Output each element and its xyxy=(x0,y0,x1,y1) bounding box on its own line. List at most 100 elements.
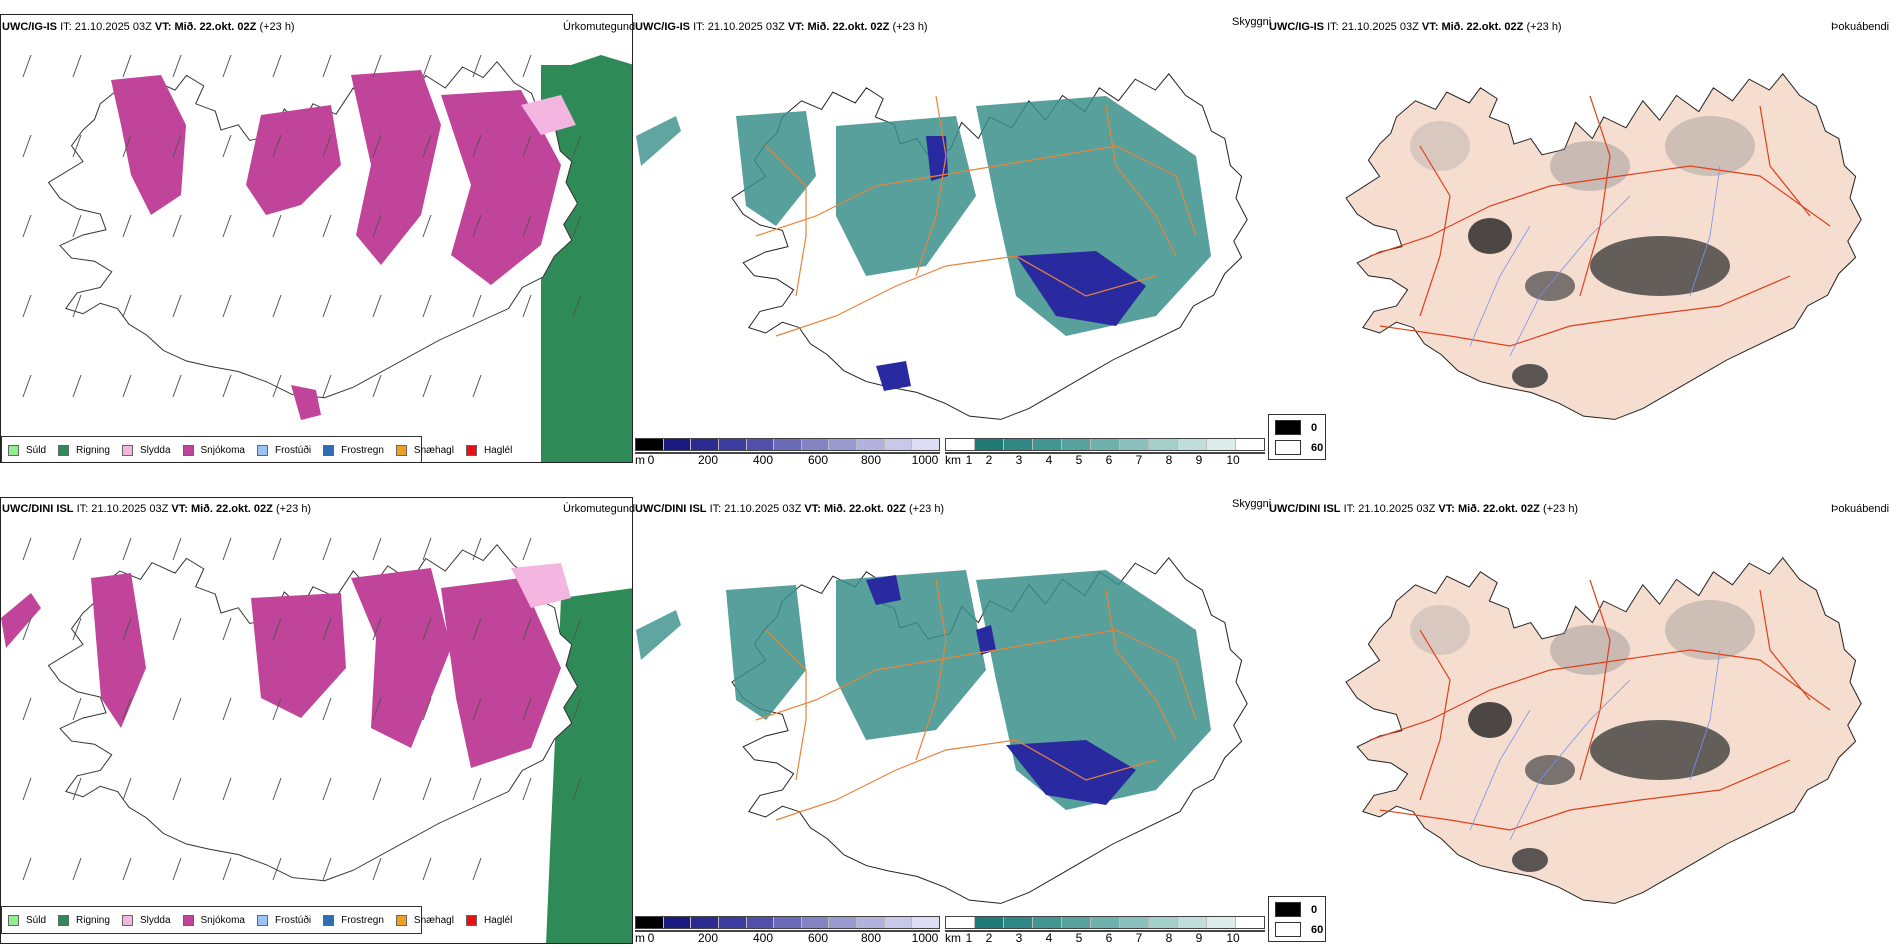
colorbar-cell xyxy=(663,439,692,450)
legend-swatch xyxy=(323,914,335,926)
colorbar-cell xyxy=(1033,917,1062,928)
colorbar-cell xyxy=(746,917,775,928)
precip-legend-top: Súld Rigning Slydda Snjókoma Frostúði Fr… xyxy=(1,436,512,462)
legend-swatch xyxy=(121,914,133,926)
colorbar-tick: 200 xyxy=(697,931,719,945)
colorbar-cell xyxy=(801,917,830,928)
colorbar-tick: 3 xyxy=(1015,453,1023,467)
panel-header-top-1: UWC/IG-IS IT: 21.10.2025 03Z VT: Mið. 22… xyxy=(2,21,295,33)
colorbar-tick: 0 xyxy=(647,931,655,945)
colorbar-cells xyxy=(635,438,940,451)
colorbar-cell xyxy=(912,439,940,450)
colorbar-cell xyxy=(1062,917,1091,928)
colorbar-cell xyxy=(975,439,1004,450)
colorbar-cell xyxy=(1091,439,1120,450)
legend-swatch xyxy=(256,444,268,456)
visibility-m-colorbar-bottom: m 0 200 400 600 800 1000 xyxy=(635,916,940,946)
legend-item: Frostregn xyxy=(323,914,384,926)
colorbar-cell xyxy=(1004,439,1033,450)
legend-swatch xyxy=(256,914,268,926)
colorbar-cell xyxy=(1062,439,1091,450)
colorbar-tick: 8 xyxy=(1165,931,1173,945)
colorbar-cell xyxy=(912,917,940,928)
precip-type-title-bottom: Úrkomutegund xyxy=(563,503,636,515)
legend-swatch xyxy=(182,914,194,926)
colorbar-cell xyxy=(691,917,719,928)
fog-legend-item: 0 xyxy=(1275,902,1317,917)
legend-item: Rigning xyxy=(58,914,110,926)
legend-item: Rigning xyxy=(58,444,110,456)
colorbar-cell xyxy=(975,917,1004,928)
colorbar-cell xyxy=(1120,439,1149,450)
legend-item: Súld xyxy=(8,914,46,926)
colorbar-tick: 10 xyxy=(1226,453,1240,467)
panel-header-bottom-3: UWC/DINI ISL IT: 21.10.2025 03Z VT: Mið.… xyxy=(1269,503,1579,515)
legend-swatch xyxy=(58,914,70,926)
colorbar-cell xyxy=(1120,917,1149,928)
colorbar-tick: 8 xyxy=(1165,453,1173,467)
legend-item: Snæhagl xyxy=(395,914,454,926)
colorbar-cell xyxy=(774,439,802,450)
legend-swatch xyxy=(465,444,477,456)
colorbar-tick: 6 xyxy=(1105,453,1113,467)
legend-item: Frostregn xyxy=(323,444,384,456)
colorbar-cell xyxy=(663,917,692,928)
colorbar-cell xyxy=(857,917,885,928)
legend-swatch xyxy=(58,444,70,456)
legend-item: Snjókoma xyxy=(182,444,245,456)
visibility-km-colorbar-top: km 1 2 3 4 5 6 7 8 9 10 xyxy=(945,438,1265,468)
colorbar-cells xyxy=(945,438,1265,451)
fog-map-bottom xyxy=(1345,557,1862,904)
colorbar-cell xyxy=(1178,439,1207,450)
colorbar-cell xyxy=(1149,439,1178,450)
fog-swatch-black xyxy=(1275,420,1301,435)
colorbar-tick: 4 xyxy=(1045,931,1053,945)
colorbar-cell xyxy=(884,917,913,928)
fog-legend-item: 60 xyxy=(1275,922,1323,937)
fog-swatch-black xyxy=(1275,902,1301,917)
legend-item: Frostúði xyxy=(256,914,311,926)
colorbar-cells xyxy=(635,916,940,929)
colorbar-tick: 7 xyxy=(1135,453,1143,467)
colorbar-cell xyxy=(1149,917,1178,928)
colorbar-tick: 600 xyxy=(807,931,829,945)
colorbar-cell xyxy=(1178,917,1207,928)
colorbar-cell xyxy=(801,439,830,450)
panel-header-top-2: UWC/IG-IS IT: 21.10.2025 03Z VT: Mið. 22… xyxy=(635,21,928,33)
colorbar-tick: 5 xyxy=(1075,931,1083,945)
fog-swatch-white xyxy=(1275,440,1301,455)
legend-item: Frostúði xyxy=(256,444,311,456)
colorbar-cell xyxy=(1207,917,1236,928)
colorbar-unit: m xyxy=(635,453,645,467)
colorbar-tick: 400 xyxy=(752,453,774,467)
precip-legend-bottom: Súld Rigning Slydda Snjókoma Frostúði Fr… xyxy=(1,906,512,934)
colorbar-cell xyxy=(718,917,747,928)
colorbar-tick: 5 xyxy=(1075,453,1083,467)
fog-title-top: Þokuábendi xyxy=(1831,21,1890,33)
colorbar-cell xyxy=(829,439,858,450)
fog-legend-item: 0 xyxy=(1275,420,1317,435)
colorbar-tick: 9 xyxy=(1195,453,1203,467)
visibility-map-top xyxy=(636,73,1248,420)
fog-swatch-white xyxy=(1275,922,1301,937)
colorbar-tick: 2 xyxy=(985,931,993,945)
legend-swatch xyxy=(8,444,19,456)
legend-item: Haglél xyxy=(465,444,512,456)
colorbar-cell xyxy=(946,439,975,450)
colorbar-tick: 800 xyxy=(860,453,882,467)
precip-type-title-top: Úrkomutegund xyxy=(563,21,636,33)
legend-swatch xyxy=(395,914,407,926)
colorbar-cell xyxy=(1236,439,1264,450)
legend-swatch xyxy=(465,914,477,926)
colorbar-tick: 800 xyxy=(860,931,882,945)
colorbar-tick: 600 xyxy=(807,453,829,467)
colorbar-cells xyxy=(945,916,1265,929)
legend-item: Slydda xyxy=(121,444,171,456)
colorbar-tick: 9 xyxy=(1195,931,1203,945)
precip-type-panel-top: Súld Rigning Slydda Snjókoma Frostúði Fr… xyxy=(0,14,633,463)
colorbar-tick: 3 xyxy=(1015,931,1023,945)
fog-title-bottom: Þokuábendi xyxy=(1831,503,1890,515)
legend-item: Súld xyxy=(8,444,46,456)
legend-swatch xyxy=(182,444,194,456)
colorbar-tick: 1 xyxy=(965,453,973,467)
